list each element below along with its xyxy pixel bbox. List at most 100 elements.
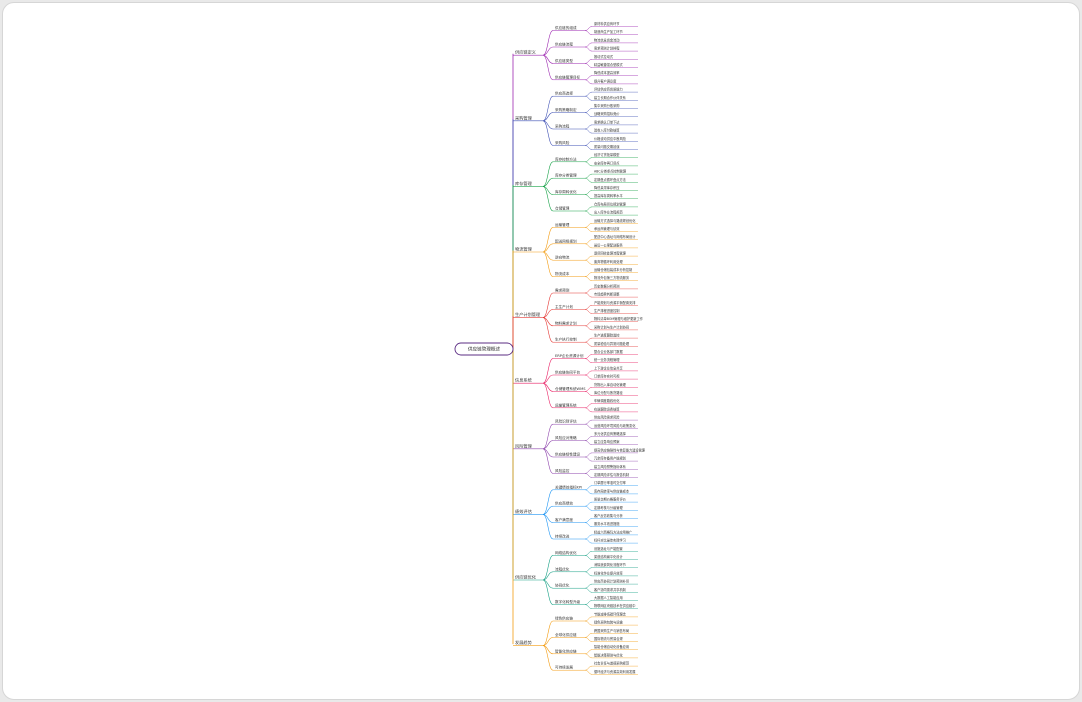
leaf-node[interactable]: 降低成本提高效率: [594, 70, 620, 75]
leaf-node[interactable]: 经济订货批量模型: [594, 152, 620, 157]
leaf-node[interactable]: 价格波动供应中断风险: [594, 136, 627, 141]
child-node[interactable]: 供应链的组成: [555, 25, 577, 30]
leaf-node[interactable]: 服务水平改进措施: [594, 521, 620, 526]
leaf-node[interactable]: 提高供应链弹性与恢复能力建设管理: [594, 447, 646, 452]
leaf-node[interactable]: 智能决策预测与优化: [594, 652, 623, 657]
leaf-node[interactable]: 原材料供应商环节: [594, 21, 620, 26]
child-node[interactable]: 绿色供应链: [555, 616, 573, 621]
leaf-node[interactable]: 需求预测计划排程: [594, 46, 620, 51]
leaf-node[interactable]: 物料清单BOM管理与维护更新工作: [594, 316, 644, 321]
leaf-node[interactable]: 建立长期合作伙伴关系: [594, 95, 626, 100]
leaf-node[interactable]: 物流外包第三方物流服务: [594, 275, 630, 280]
child-node[interactable]: 物流成本: [555, 271, 570, 276]
leaf-node[interactable]: 渠道结构扁平化设计: [594, 554, 623, 559]
child-node[interactable]: 客户满意度: [555, 517, 573, 522]
child-node[interactable]: ERP企业资源计划: [555, 353, 584, 358]
child-node[interactable]: 采购流程: [555, 124, 570, 129]
leaf-node[interactable]: 产能规划与资源平衡配置安排: [594, 300, 636, 305]
child-node[interactable]: 供应链协同平台: [555, 370, 581, 375]
child-node[interactable]: 库存周转优化: [555, 189, 577, 194]
leaf-node[interactable]: 最后一公里配送服务: [594, 242, 623, 247]
child-node[interactable]: 主生产计划: [555, 304, 573, 309]
leaf-node[interactable]: 在途跟踪运费结算: [594, 406, 620, 411]
leaf-node[interactable]: 出入库作业流程规范: [594, 210, 623, 215]
leaf-node[interactable]: 质量检验与异常问题处理: [594, 341, 630, 346]
leaf-node[interactable]: 安全库存再订货点: [594, 160, 620, 165]
leaf-node[interactable]: 推动式拉动式: [594, 54, 614, 59]
leaf-node[interactable]: 供应风险需求风险: [594, 415, 620, 420]
leaf-node[interactable]: 运输仓储包装成本分析控制: [594, 267, 632, 272]
child-node[interactable]: 采购风险: [555, 140, 570, 145]
leaf-node[interactable]: 采购计划与生产计划协同: [594, 324, 629, 329]
child-node[interactable]: 库存控制方法: [555, 156, 577, 161]
leaf-node[interactable]: 跨国采购生产与销售布局: [594, 628, 629, 633]
child-node[interactable]: 风险识别评估: [555, 419, 577, 424]
leaf-node[interactable]: 货物出入库自动化管理: [594, 382, 627, 387]
child-node[interactable]: 供应商绩效: [555, 501, 573, 506]
leaf-node[interactable]: 承运商管理与绩效: [594, 226, 620, 231]
leaf-node[interactable]: 集中采购分散采购: [594, 103, 620, 108]
branch-node[interactable]: 绩效评估: [515, 508, 532, 515]
leaf-node[interactable]: 循环经济与资源高效利用发展: [594, 669, 636, 674]
leaf-node[interactable]: 国际物流与贸易合规: [594, 636, 623, 641]
child-node[interactable]: 仓储管理系统WMS: [555, 386, 586, 391]
leaf-node[interactable]: 精益敏捷混合型模式: [594, 62, 623, 67]
leaf-node[interactable]: 客户协同需求共享机制: [594, 587, 626, 592]
child-node[interactable]: 全球化供应链: [555, 632, 577, 637]
child-node[interactable]: 仓储管理: [555, 206, 570, 211]
leaf-node[interactable]: 客户反馈收集与分析: [594, 513, 623, 518]
branch-node[interactable]: 生产计划管理: [515, 311, 541, 318]
child-node[interactable]: 供应链类型: [555, 58, 573, 63]
leaf-node[interactable]: 市场趋势判断调整: [594, 292, 620, 297]
leaf-node[interactable]: 需求确认订单下达: [594, 119, 620, 124]
branch-node[interactable]: 信息系统: [515, 377, 532, 384]
branch-node[interactable]: 供应链优化: [515, 574, 537, 581]
leaf-node[interactable]: 订单库存实时可视: [594, 374, 620, 379]
leaf-node[interactable]: 标杆对比最佳实践学习: [594, 538, 626, 543]
leaf-node[interactable]: 精益六西格玛方法应用推广: [594, 529, 632, 534]
leaf-node[interactable]: 上下游企业信息共享: [594, 365, 623, 370]
leaf-node[interactable]: 战略采购招标竞价: [594, 111, 620, 116]
branch-node[interactable]: 库存管理: [515, 180, 533, 187]
child-node[interactable]: 网络结构优化: [555, 550, 577, 555]
leaf-node[interactable]: 质量交期价格服务评价: [594, 497, 627, 502]
leaf-node[interactable]: 物联网区块链技术在供应链中: [594, 603, 635, 608]
leaf-node[interactable]: 建立应急响应预案: [594, 439, 620, 444]
leaf-node[interactable]: 物流信息资金流动: [594, 37, 620, 42]
branch-node[interactable]: 物流管理: [515, 246, 533, 253]
branch-node[interactable]: 采购管理: [515, 114, 533, 121]
leaf-node[interactable]: 定期考核与分级管理: [594, 505, 623, 510]
child-node[interactable]: 数字化转型升级: [555, 599, 581, 604]
leaf-node[interactable]: 智能仓储自动化设备应用: [594, 644, 629, 649]
root-node[interactable]: 供应链管理概述: [454, 342, 514, 356]
leaf-node[interactable]: 提升客户满意度: [594, 78, 617, 83]
leaf-node[interactable]: 评估供应商资质能力: [594, 87, 623, 92]
child-node[interactable]: 供应链韧性建设: [555, 452, 581, 457]
child-node[interactable]: 可持续发展: [555, 665, 573, 670]
child-node[interactable]: 逆向物流: [555, 255, 570, 260]
leaf-node[interactable]: 绿色采购包装与运输: [594, 620, 623, 625]
leaf-node[interactable]: 社会责任与道德采购规范: [594, 661, 630, 666]
leaf-node[interactable]: 降低呆滞库存积压: [594, 185, 620, 190]
leaf-node[interactable]: 多元化供应商策略选择: [594, 431, 627, 436]
child-node[interactable]: 供应链管理目标: [555, 74, 581, 79]
child-node[interactable]: 供应链流程: [555, 42, 573, 47]
leaf-node[interactable]: 节能减排低碳环保理念: [594, 611, 627, 616]
child-node[interactable]: 需求预测: [555, 288, 570, 293]
leaf-node[interactable]: 定期盘点循环盘点方法: [594, 177, 626, 182]
child-node[interactable]: 供应商选择: [555, 91, 573, 96]
leaf-node[interactable]: 车辆调度路线优化: [594, 398, 620, 403]
leaf-node[interactable]: 废弃物循环利用处理: [594, 259, 623, 264]
child-node[interactable]: 运输管理系统: [555, 402, 577, 407]
leaf-node[interactable]: 整合企业各部门数据: [594, 349, 623, 354]
child-node[interactable]: 生产执行控制: [555, 337, 577, 342]
leaf-node[interactable]: 统一业务流程管理: [594, 357, 620, 362]
leaf-node[interactable]: ABC分类重点控制管理: [594, 169, 627, 174]
leaf-node[interactable]: 运输方式选择与路线规划优化: [594, 218, 636, 223]
leaf-node[interactable]: 生产进度跟踪监控: [594, 333, 620, 338]
branch-node[interactable]: 发展趋势: [515, 639, 533, 646]
leaf-node[interactable]: 验收入库付款结算: [594, 128, 620, 133]
child-node[interactable]: 协同优化: [555, 583, 570, 588]
child-node[interactable]: 风险应对策略: [555, 435, 577, 440]
branch-node[interactable]: 风险管理: [515, 442, 533, 449]
